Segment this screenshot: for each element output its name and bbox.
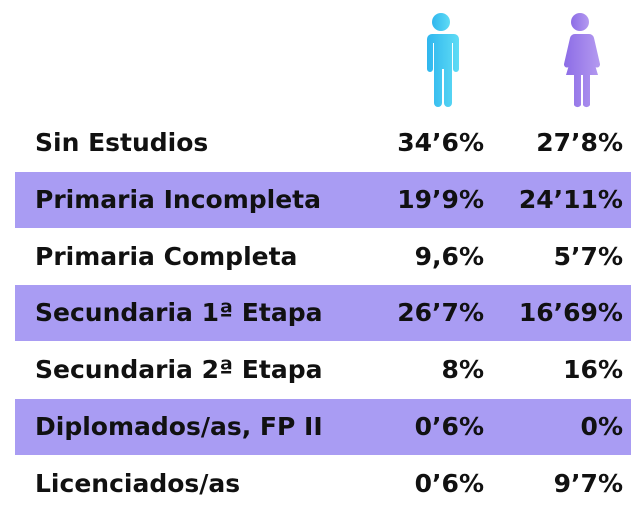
value-cell: 34’6% xyxy=(397,128,484,157)
value-cell: 26’7% xyxy=(397,298,484,328)
icons xyxy=(427,13,601,108)
value-cell: 27’8% xyxy=(536,128,623,157)
row-label: Primaria Incompleta xyxy=(35,184,321,214)
value-cell: 16% xyxy=(563,355,623,385)
row-label: Primaria Completa xyxy=(35,241,298,271)
table-infographic: Sin Estudios 34’6% 27’8% Primaria Incomplet… xyxy=(15,13,631,498)
value-cell: 16’69% xyxy=(518,298,623,328)
table-row: Primaria Completa 9,6% 5’7% xyxy=(15,229,631,285)
value-cell: 24’11% xyxy=(518,184,623,214)
row-label: Secundaria 1ª Etapa xyxy=(35,298,323,328)
value-cell: 0’6% xyxy=(414,412,484,441)
table-row: Sin Estudios 34’6% 27’8% xyxy=(15,115,631,171)
value-cell: 0% xyxy=(580,412,623,441)
female-icon xyxy=(563,13,601,108)
row-label: Secundaria 2ª Etapa xyxy=(35,355,323,385)
value-cell: 9’7% xyxy=(553,468,623,498)
table-row: Primaria Incompleta 19’9% 24’11% xyxy=(15,171,631,228)
table-row: Secundaria 2ª Etapa 8% 16% xyxy=(15,342,631,398)
row-label: Sin Estudios xyxy=(35,128,209,157)
value-cell: 5’7% xyxy=(553,241,623,271)
value-cell: 9,6% xyxy=(414,241,484,271)
table-row: Licenciados/as 0’6% 9’7% xyxy=(15,456,631,512)
row-label: Diplomados/as, FP II xyxy=(35,412,323,441)
table-row: Secundaria 1ª Etapa 26’7% 16’69% xyxy=(15,285,631,342)
table-row: Diplomados/as, FP II 0’6% 0% xyxy=(15,399,631,455)
value-cell: 8% xyxy=(441,355,484,385)
value-cell: 19’9% xyxy=(397,184,484,214)
male-icon xyxy=(427,13,459,107)
value-cell: 0’6% xyxy=(414,468,484,498)
row-label: Licenciados/as xyxy=(35,468,241,498)
